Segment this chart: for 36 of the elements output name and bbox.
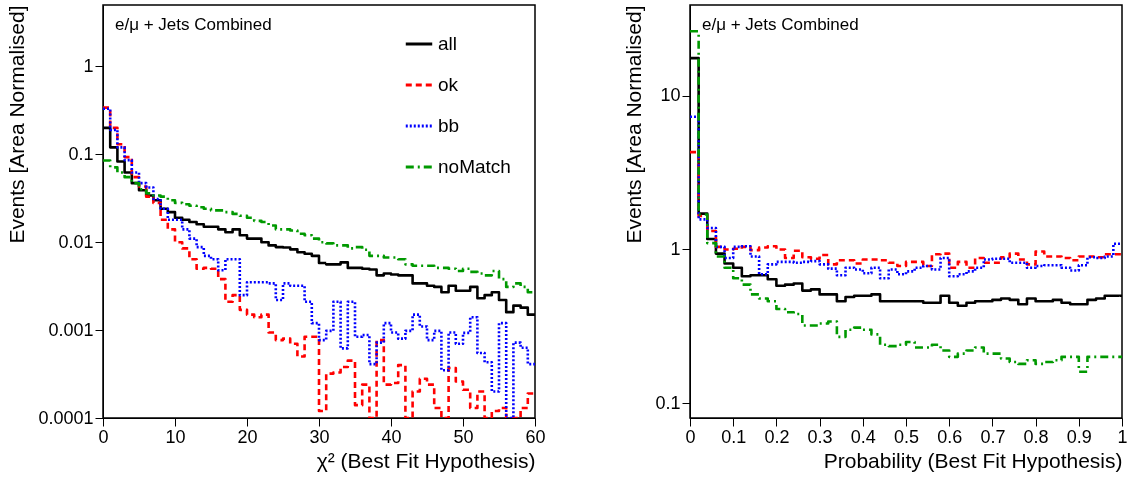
y-tick-label: 0.0001 — [38, 407, 94, 428]
x-tick-label: 0.4 — [850, 426, 876, 447]
x-tick-label: 40 — [381, 426, 402, 447]
x-tick-label: 0 — [685, 426, 696, 447]
x-tick-label: 0.9 — [1066, 426, 1092, 447]
x-tick-label: 0.1 — [721, 426, 747, 447]
legend-label: noMatch — [438, 156, 511, 177]
y-tick-label: 1 — [670, 238, 681, 259]
x-tick-label: 0.8 — [1023, 426, 1049, 447]
legend-label: ok — [438, 74, 459, 95]
x-tick-label: 0.5 — [893, 426, 920, 447]
y-tick-label: 1 — [83, 55, 94, 76]
x-tick-label: 0.2 — [764, 426, 790, 447]
y-tick-label: 0.1 — [68, 143, 94, 164]
annotation: e/μ + Jets Combined — [702, 15, 859, 34]
x-tick-label: 0.7 — [980, 426, 1006, 447]
x-tick-label: 30 — [309, 426, 330, 447]
x-tick-label: 0 — [98, 426, 109, 447]
x-axis-title: Probability (Best Fit Hypothesis) — [823, 448, 1123, 472]
x-tick-label: 60 — [525, 426, 546, 447]
x-tick-label: 50 — [453, 426, 474, 447]
x-tick-label: 10 — [165, 426, 186, 447]
x-tick-label: 0.6 — [937, 426, 963, 447]
y-tick-label: 0.001 — [48, 319, 94, 340]
annotation: e/μ + Jets Combined — [115, 15, 272, 34]
x-tick-label: 0.3 — [807, 426, 833, 447]
x-tick-label: 20 — [237, 426, 258, 447]
x-tick-label: 1 — [1117, 426, 1127, 447]
legend-label: bb — [438, 115, 460, 136]
y-axis-title: Events [Area Normalised] — [5, 5, 29, 244]
y-tick-label: 10 — [660, 85, 681, 106]
legend-label: all — [438, 33, 458, 54]
y-axis-title: Events [Area Normalised] — [622, 5, 646, 244]
y-tick-label: 0.1 — [655, 392, 681, 413]
y-tick-label: 0.01 — [58, 231, 94, 252]
x-axis-title: χ² (Best Fit Hypothesis) — [316, 448, 536, 472]
